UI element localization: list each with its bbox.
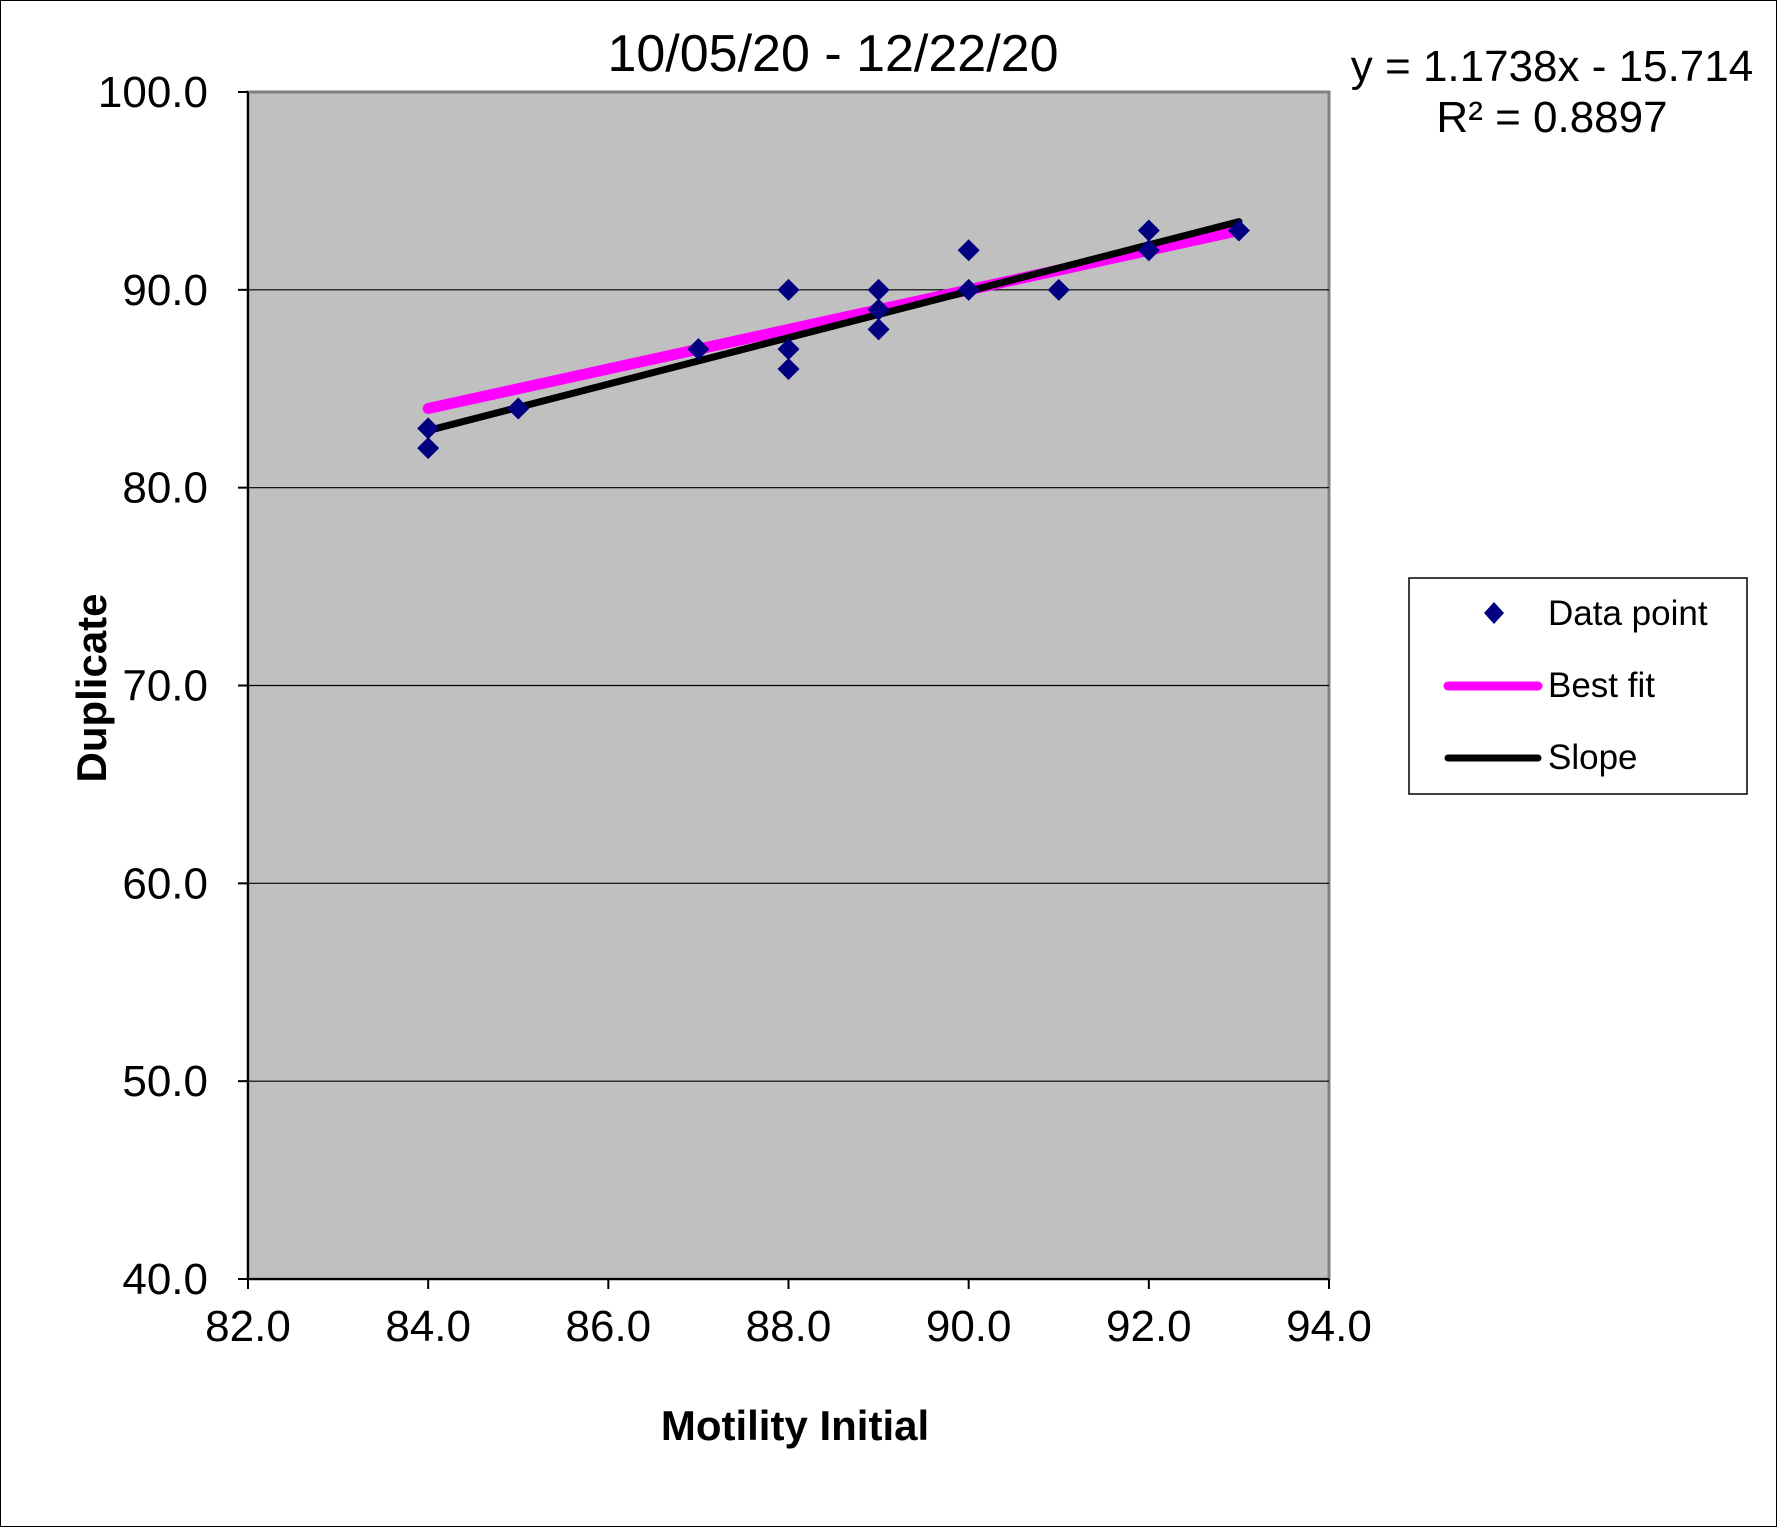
data-point	[777, 357, 800, 380]
data-point	[417, 437, 440, 460]
y-tick-label: 60.0	[122, 859, 208, 908]
data-point	[957, 239, 980, 262]
y-tick-label: 70.0	[122, 662, 208, 711]
legend-label-data-point: Data point	[1548, 594, 1708, 633]
data-point	[687, 338, 710, 361]
data-point	[777, 278, 800, 301]
slope-line	[424, 218, 1243, 435]
y-tick-label: 90.0	[122, 266, 208, 315]
x-tick-label: 82.0	[205, 1302, 291, 1351]
x-tick-label: 84.0	[385, 1302, 471, 1351]
series-layer	[417, 218, 1250, 460]
data-point	[1137, 219, 1160, 242]
y-tick-label: 100.0	[98, 68, 208, 117]
legend: Data point Best fit Slope	[1408, 577, 1748, 795]
trendline-equation: y = 1.1738x - 15.714	[1351, 42, 1753, 91]
r-squared-label: R² = 0.8897	[1436, 93, 1667, 142]
data-point	[957, 278, 980, 301]
chart-title: 10/05/20 - 12/22/20	[607, 25, 1058, 83]
y-tick-label: 80.0	[122, 464, 208, 513]
best-fit-line	[422, 224, 1245, 415]
data-point	[507, 397, 530, 420]
y-axis-ticks: 40.0 50.0 60.0 70.0 80.0 90.0 100.0	[98, 68, 248, 1304]
x-tick-label: 88.0	[746, 1302, 832, 1351]
y-tick-label: 50.0	[122, 1057, 208, 1106]
x-axis-title: Motility Initial	[661, 1402, 929, 1449]
x-tick-label: 90.0	[926, 1302, 1012, 1351]
y-axis-title: Duplicate	[68, 593, 115, 782]
data-point	[1137, 239, 1160, 262]
x-tick-label: 92.0	[1106, 1302, 1192, 1351]
data-point	[1227, 219, 1250, 242]
legend-label-slope: Slope	[1548, 738, 1638, 777]
x-tick-label: 94.0	[1286, 1302, 1372, 1351]
legend-data-point-marker	[1484, 602, 1504, 624]
data-point	[417, 417, 440, 440]
x-tick-label: 86.0	[566, 1302, 652, 1351]
data-point	[777, 338, 800, 361]
y-tick-label: 40.0	[122, 1255, 208, 1304]
data-point	[867, 278, 890, 301]
x-axis-ticks: 82.0 84.0 86.0 88.0 90.0 92.0 94.0	[205, 1279, 1372, 1351]
data-point	[867, 318, 890, 341]
data-point	[1047, 278, 1070, 301]
legend-label-best-fit: Best fit	[1548, 666, 1655, 705]
data-point	[867, 298, 890, 321]
